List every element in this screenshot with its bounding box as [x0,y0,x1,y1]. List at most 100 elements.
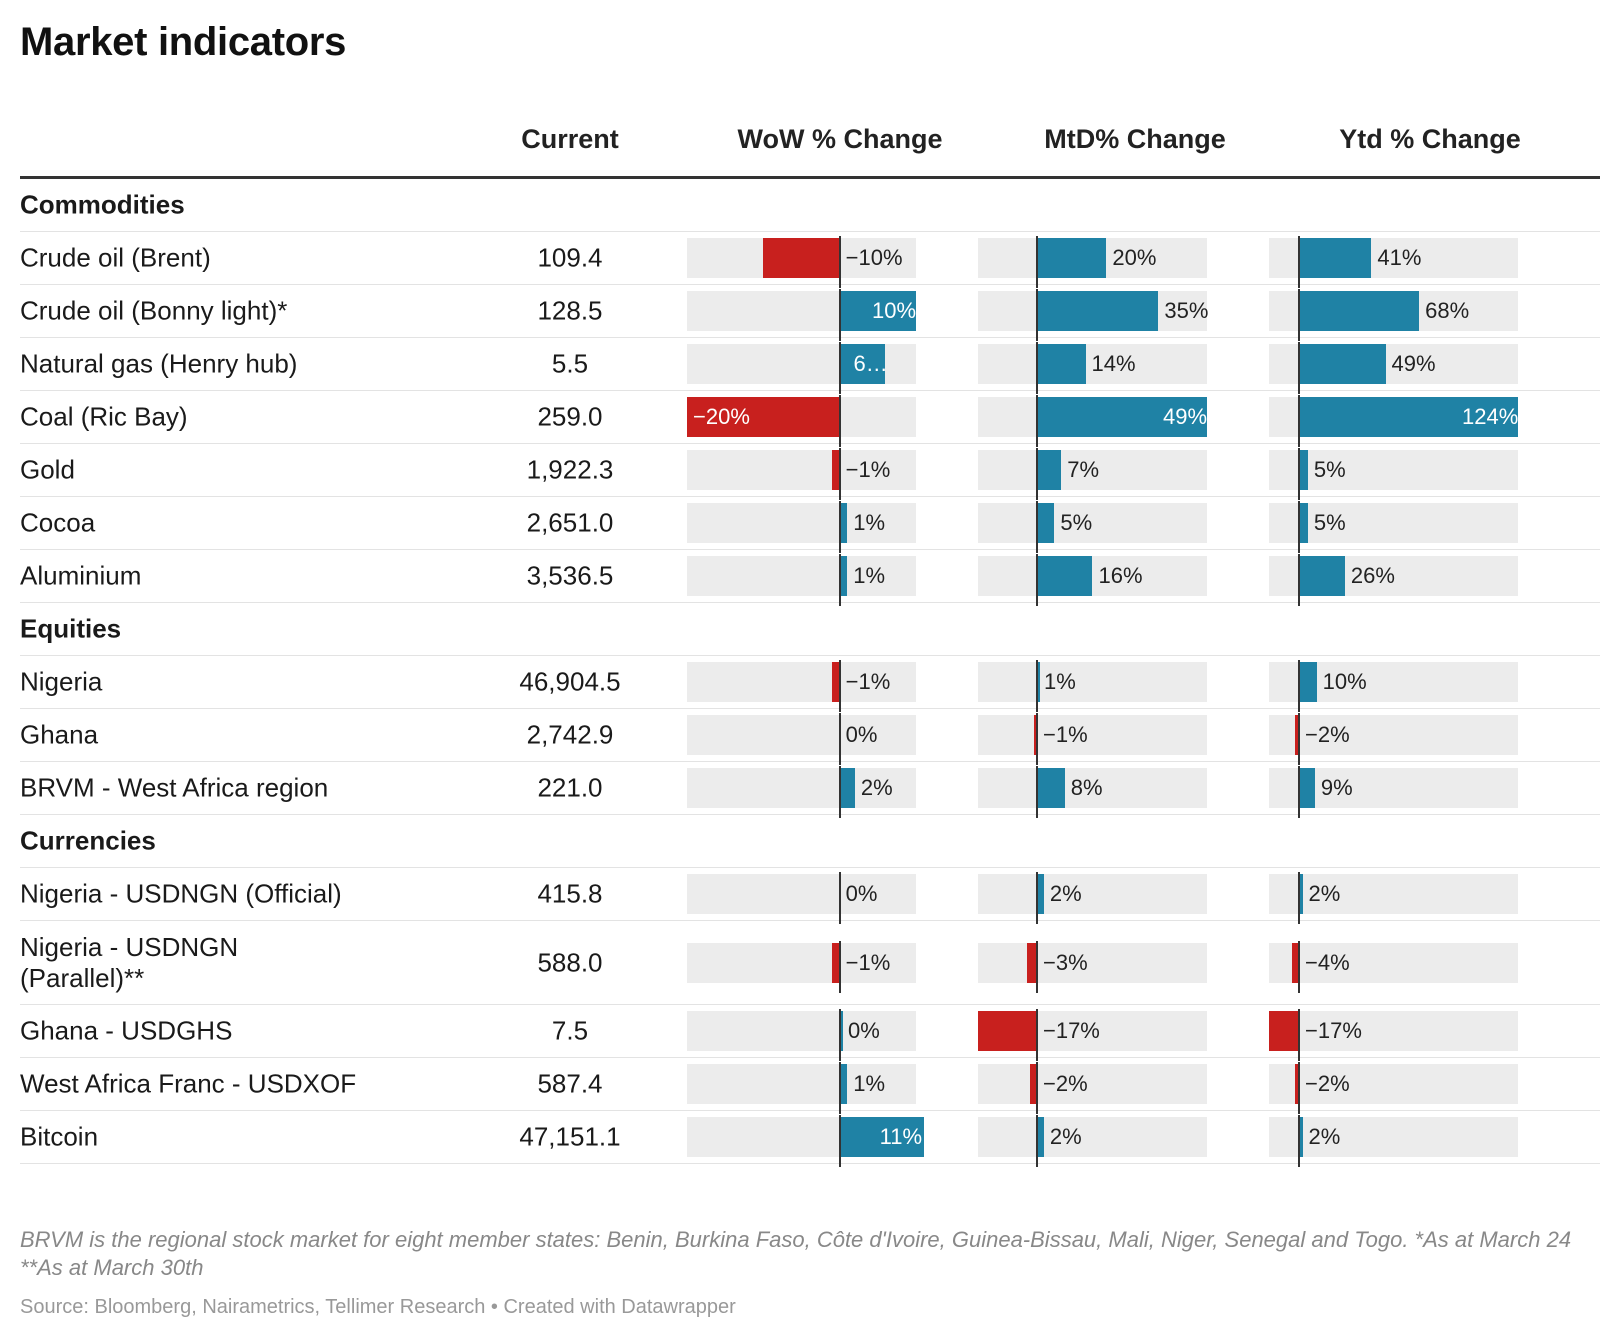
mtd-bar-cell: 49% [978,397,1207,437]
table-row: Natural gas (Henry hub) 5.5 6… 14% 49% [20,338,1600,391]
mtd-value-label: −3% [1042,949,1088,975]
mtd-bar-cell: 8% [978,768,1207,808]
mtd-zero-axis [1035,1009,1038,1061]
wow-bar-cell: 0% [687,715,916,755]
wow-bar-cell: −1% [687,942,916,983]
current-value: 588.0 [537,947,603,977]
mtd-bar-cell: 7% [978,450,1207,490]
ytd-bar-cell: 10% [1269,662,1518,702]
ytd-zero-axis [1298,713,1301,765]
group-label: Commodities [20,189,185,220]
wow-value-label: −1% [845,949,891,975]
wow-bar-cell: 0% [687,1011,916,1051]
table-row: Nigeria - USDNGN (Parallel)** 588.0 −1% −3%… [20,921,1600,1005]
wow-bar-cell: 11% [687,1117,924,1157]
ytd-value-label: 49% [1391,351,1436,376]
ytd-bar [1299,1117,1303,1157]
ytd-value-label: 41% [1377,245,1422,270]
ytd-bar-cell: −2% [1269,715,1518,755]
wow-value-label: −20% [693,404,750,429]
group-header-row: Currencies [20,815,1600,868]
ytd-value-label: 26% [1350,563,1395,588]
ytd-bar-cell: −4% [1269,942,1518,983]
mtd-bar-cell: −1% [978,715,1207,755]
ytd-bar-cell: 5% [1269,450,1518,490]
mtd-bar [1036,344,1086,384]
ytd-bar [1299,450,1308,490]
mtd-zero-axis [1035,660,1038,712]
current-value: 415.8 [537,878,603,909]
row-name: Coal (Ric Bay) [20,401,188,432]
wow-bar-cell: 0% [687,874,916,914]
mtd-value-label: −17% [1042,1018,1100,1043]
column-header-mtd: MtD% Change [1044,124,1226,154]
row-name: Nigeria - USDNGN (Official) [20,878,342,909]
column-header-current: Current [521,124,619,154]
wow-bar [832,450,840,490]
ytd-bar [1269,1011,1300,1051]
current-value: 587.4 [537,1068,603,1099]
mtd-value-label: 14% [1091,351,1136,376]
mtd-bar [1030,1064,1037,1104]
wow-zero-axis [838,395,841,447]
current-value: 109.4 [537,242,603,273]
mtd-bar [1036,503,1055,543]
ytd-bar-cell: 26% [1269,556,1518,596]
mtd-zero-axis [1035,342,1038,394]
ytd-bar [1299,238,1372,278]
mtd-zero-axis [1035,236,1038,288]
wow-bar-cell: 1% [687,556,916,596]
ytd-value-label: 5% [1313,510,1346,535]
mtd-zero-axis [1035,1062,1038,1114]
ytd-zero-axis [1298,236,1301,288]
wow-value-label: 2% [860,775,893,800]
wow-bar [832,942,840,983]
wow-bar-cell: 1% [687,1064,916,1104]
mtd-zero-axis [1035,1115,1038,1167]
ytd-value-label: 68% [1425,298,1470,323]
ytd-value-label: 2% [1308,1124,1341,1149]
wow-bar [839,1064,848,1104]
ytd-zero-axis [1298,660,1301,712]
current-value: 2,742.9 [526,719,614,750]
group-header-row: Commodities [20,179,1600,232]
wow-bar-cell: 6… [687,344,916,384]
ytd-bar [1299,768,1315,808]
row-name: Nigeria [20,666,103,697]
mtd-bar-cell: 2% [978,874,1207,914]
wow-value-label: 11% [879,1124,923,1149]
ytd-value-label: −2% [1305,1071,1350,1096]
wow-value-label: 0% [845,722,878,747]
row-name: Crude oil (Bonny light)* [20,295,288,326]
table-body: Commodities Crude oil (Brent) 109.4 −10% 20%… [20,179,1600,1167]
ytd-zero-axis [1298,395,1301,447]
ytd-zero-axis [1298,872,1301,924]
ytd-value-label: 2% [1308,881,1341,906]
wow-value-label: 0% [845,881,878,906]
mtd-bar [1036,291,1159,331]
mtd-bar-cell: 5% [978,503,1207,543]
ytd-value-label: −2% [1305,722,1350,747]
mtd-value-label: 16% [1098,563,1143,588]
ytd-zero-axis [1298,554,1301,606]
wow-value-label: 0% [847,1018,880,1043]
ytd-bar-cell: 9% [1269,768,1518,808]
mtd-bar [1036,450,1062,490]
ytd-zero-axis [1298,448,1301,500]
row-name: Bitcoin [20,1121,99,1152]
current-value: 1,922.3 [526,454,614,485]
wow-zero-axis [838,236,841,288]
row-name: BRVM - West Africa region [20,772,329,803]
mtd-value-label: 35% [1164,298,1209,323]
current-value: 47,151.1 [519,1121,621,1152]
wow-zero-axis [838,660,841,712]
ytd-value-label: −4% [1305,949,1350,975]
wow-value-label: −10% [845,245,903,270]
ytd-zero-axis [1298,1062,1301,1114]
wow-zero-axis [838,289,841,341]
ytd-zero-axis [1298,940,1301,993]
ytd-bar-cell: 124% [1269,397,1518,437]
wow-bar [839,291,916,331]
wow-value-label: −1% [845,669,891,694]
wow-bar [839,1011,843,1051]
